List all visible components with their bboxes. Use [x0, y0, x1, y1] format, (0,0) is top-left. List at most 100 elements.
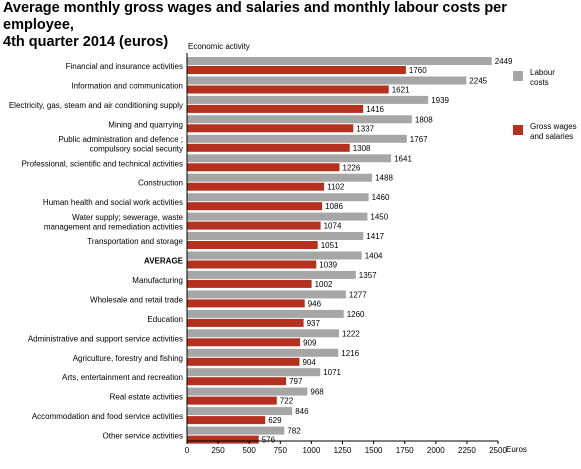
bar-gross-wages	[187, 377, 287, 386]
category-label: Electricity, gas, steam and air conditio…	[9, 101, 183, 110]
x-tick-label: 1000	[303, 446, 321, 455]
data-label: 1488	[375, 174, 393, 183]
bar-labour-costs	[187, 309, 344, 318]
category-label: Other service activities	[103, 432, 183, 441]
data-label: 1450	[370, 213, 388, 222]
bar-gross-wages	[187, 396, 277, 405]
x-tick-label: 500	[243, 446, 257, 455]
data-label: 1102	[327, 183, 345, 192]
bar-gross-wages	[187, 202, 323, 211]
data-label: 1308	[353, 144, 371, 153]
bar-gross-wages	[187, 143, 350, 152]
data-label: 946	[308, 299, 322, 308]
bar-labour-costs	[187, 95, 429, 104]
y-axis-title: Economic activity	[188, 42, 250, 51]
category-label: Wholesale and retail trade	[90, 295, 183, 304]
legend-label: costs	[530, 78, 549, 87]
bar-gross-wages	[187, 182, 325, 191]
x-tick-label: 2500	[489, 446, 507, 455]
bar-gross-wages	[187, 338, 301, 347]
category-label: Real estate activities	[110, 393, 183, 402]
category-label: Professional, scientific and technical a…	[22, 159, 183, 168]
x-tick-label: 750	[274, 446, 288, 455]
category-label: Construction	[138, 179, 183, 188]
chart-title: Average monthly gross wages and salaries…	[3, 0, 579, 51]
category-label: Human health and social work activities	[43, 198, 183, 207]
bar-labour-costs	[187, 134, 407, 143]
data-label: 1226	[343, 163, 361, 172]
bar-labour-costs	[187, 115, 412, 124]
data-label: 797	[289, 377, 303, 386]
data-label: 1760	[409, 66, 427, 75]
data-label: 1621	[392, 86, 410, 95]
data-label: 904	[303, 358, 317, 367]
data-label: 846	[295, 407, 309, 416]
data-label: 1767	[410, 135, 428, 144]
data-label: 2245	[469, 77, 487, 86]
x-axis-title: Euros	[506, 445, 527, 454]
data-label: 1417	[366, 232, 384, 241]
x-tick-label: 1500	[365, 446, 383, 455]
data-label: 1460	[372, 193, 390, 202]
data-label: 629	[268, 416, 282, 425]
bar-labour-costs	[187, 154, 392, 163]
category-label: Manufacturing	[132, 276, 183, 285]
category-labels: Financial and insurance activities Inform…	[9, 62, 184, 441]
x-tick-label: 1250	[334, 446, 352, 455]
bar-gross-wages	[187, 260, 317, 269]
bar-labour-costs	[187, 426, 285, 435]
data-label: 1641	[394, 154, 412, 163]
x-tick-label: 1750	[396, 446, 414, 455]
category-label: AVERAGE	[144, 257, 184, 266]
category-label: Water supply; sewerage, waste	[72, 213, 183, 222]
data-label: 1337	[356, 124, 374, 133]
data-label: 1277	[349, 290, 367, 299]
category-label: Financial and insurance activities	[66, 62, 183, 71]
data-label: 1074	[324, 222, 342, 231]
bar-labour-costs	[187, 270, 356, 279]
data-label: 909	[303, 338, 317, 347]
data-label: 1216	[341, 349, 359, 358]
data-label: 1039	[319, 261, 337, 270]
bar-gross-wages	[187, 163, 340, 172]
x-tick-label: 0	[185, 446, 190, 455]
legend-swatch	[513, 125, 523, 135]
x-tick-label: 2250	[458, 446, 476, 455]
bar-gross-wages	[187, 318, 304, 327]
bar-labour-costs	[187, 173, 373, 182]
data-label: 1808	[415, 115, 433, 124]
bar-gross-wages	[187, 66, 406, 74]
bar-labour-costs	[187, 251, 362, 260]
bar-labour-costs	[187, 368, 321, 377]
bar-gross-wages	[187, 241, 318, 249]
bar-labour-costs	[187, 329, 339, 338]
data-label: 1222	[342, 329, 360, 338]
bar-gross-wages	[187, 124, 354, 133]
bar-gross-wages	[187, 85, 389, 94]
data-label: 1939	[431, 96, 449, 105]
legend-label: Labour	[530, 68, 555, 77]
data-label: 1260	[347, 310, 365, 319]
data-label: 1357	[359, 271, 377, 280]
chart-title-line-1: Average monthly gross wages and salaries…	[3, 0, 507, 33]
bar-labour-costs	[187, 57, 492, 65]
bar-labour-costs	[187, 348, 339, 357]
bar-gross-wages	[187, 279, 312, 288]
category-label: Arts, entertainment and recreation	[62, 373, 183, 382]
bar-labour-costs	[187, 232, 364, 240]
bar-labour-costs	[187, 407, 293, 416]
category-label: Administrative and support service activ…	[28, 334, 183, 343]
bar-labour-costs	[187, 212, 368, 221]
category-label: compulsory social security	[90, 145, 183, 154]
x-tick-label: 250	[211, 446, 225, 455]
data-label: 1416	[366, 105, 384, 114]
data-label: 576	[262, 436, 276, 445]
bar-labour-costs	[187, 387, 308, 396]
category-label: Public administration and defence ;	[58, 135, 183, 144]
bar-gross-wages	[187, 299, 305, 308]
category-label: Accommodation and food service activitie…	[32, 412, 183, 421]
bars-group: 2449 1760 2245 1621 1939 1416 1808 1337 1767 1308…	[187, 57, 513, 445]
data-label: 1071	[323, 368, 341, 377]
